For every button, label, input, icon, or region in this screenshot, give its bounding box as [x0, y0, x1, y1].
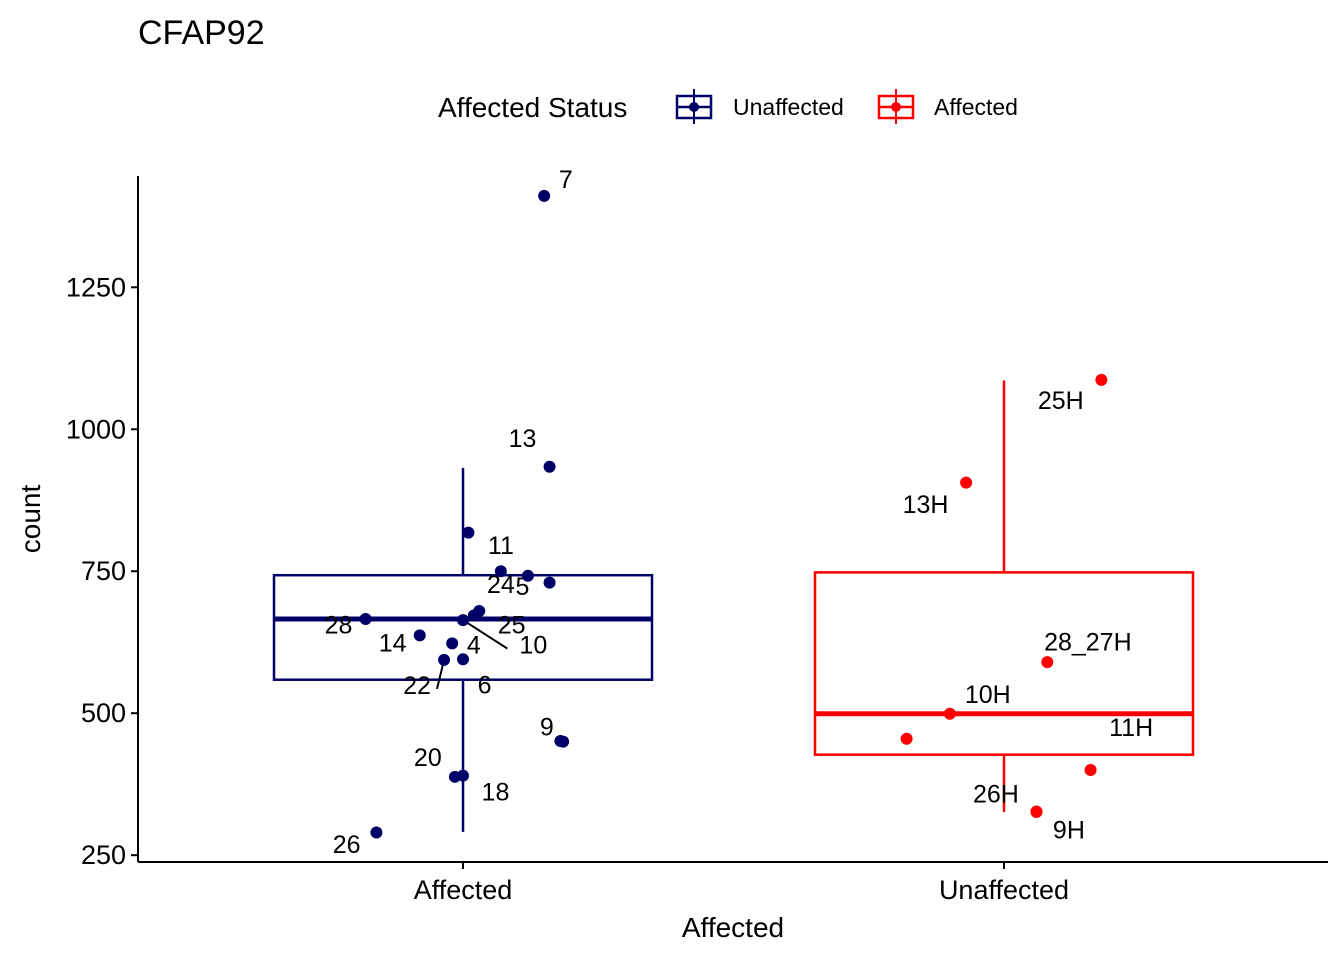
- x-axis-title: Affected: [682, 912, 784, 943]
- point-label: 4: [467, 632, 481, 660]
- y-axis-title: count: [15, 485, 46, 554]
- point-label: 25H: [1038, 387, 1084, 415]
- data-point-unaffected: [521, 569, 534, 582]
- legend-key-affected: [877, 89, 915, 124]
- data-point-unaffected: [438, 653, 451, 666]
- data-point-unaffected: [543, 460, 556, 473]
- point-label: 26: [333, 831, 361, 859]
- point-label: 22: [403, 672, 431, 700]
- x-tick-label: Unaffected: [939, 875, 1069, 905]
- point-label: 11: [488, 532, 514, 560]
- data-point-unaffected: [538, 189, 551, 202]
- data-point-unaffected: [457, 614, 469, 627]
- data-point-unaffected: [457, 769, 469, 782]
- data-point-unaffected: [457, 653, 469, 666]
- point-label: 13H: [903, 491, 949, 519]
- data-point-unaffected: [462, 526, 475, 539]
- data-point-unaffected: [413, 629, 426, 642]
- point-label: 10H: [965, 681, 1011, 709]
- data-point-unaffected: [467, 609, 480, 622]
- legend-key-affected-point: [891, 102, 901, 112]
- data-point-affected: [900, 732, 913, 745]
- y-tick-label: 1250: [66, 272, 126, 302]
- axes: 250 500 750 1000 1250 Affected Unaffected: [66, 272, 1069, 905]
- data-point-unaffected: [494, 565, 507, 578]
- point-label: 9: [540, 713, 554, 741]
- data-point-unaffected: [359, 612, 372, 625]
- point-label: 10: [519, 632, 547, 660]
- point-label: 9H: [1053, 817, 1085, 845]
- legend-key-unaffected: [675, 89, 713, 124]
- data-point-affected: [1095, 373, 1108, 386]
- data-point-affected: [1084, 764, 1097, 777]
- point-label: 18: [482, 779, 510, 807]
- point-label: 6: [478, 671, 492, 699]
- point-label: 20: [414, 744, 442, 772]
- data-point-affected: [1030, 805, 1043, 818]
- point-label: 24: [487, 571, 515, 599]
- point-label: 26H: [973, 780, 1019, 808]
- data-point-unaffected: [543, 576, 556, 589]
- point-label: 28: [325, 612, 353, 640]
- y-tick-label: 750: [81, 556, 126, 586]
- y-tick-label: 1000: [66, 414, 126, 444]
- point-label: 11H: [1109, 714, 1153, 742]
- data-point-unaffected: [446, 637, 459, 650]
- y-tick-label: 250: [81, 840, 126, 870]
- legend-label-affected: Affected: [934, 94, 1018, 120]
- data-point-unaffected: [370, 826, 383, 839]
- legend-label-unaffected: Unaffected: [733, 94, 844, 120]
- legend-title: Affected Status: [438, 92, 627, 123]
- chart-title: CFAP92: [138, 14, 265, 52]
- label-leader: [462, 619, 508, 650]
- box-affected: [813, 571, 1195, 756]
- point-label: 14: [379, 629, 407, 657]
- point-label: 28_27H: [1044, 629, 1132, 657]
- point-label: 25: [498, 612, 526, 640]
- data-point-affected: [960, 476, 973, 489]
- legend: Affected Status Unaffected Affected: [438, 89, 1018, 124]
- data-point-affected: [943, 707, 956, 720]
- x-tick-label: Affected: [414, 875, 513, 905]
- data-point-unaffected: [557, 735, 570, 748]
- box-unaffected: [272, 573, 654, 681]
- data-point-affected: [1041, 656, 1054, 669]
- point-label: 7: [559, 166, 573, 194]
- point-label: 13: [509, 425, 537, 453]
- legend-key-unaffected-point: [689, 102, 699, 112]
- y-tick-label: 500: [81, 698, 126, 728]
